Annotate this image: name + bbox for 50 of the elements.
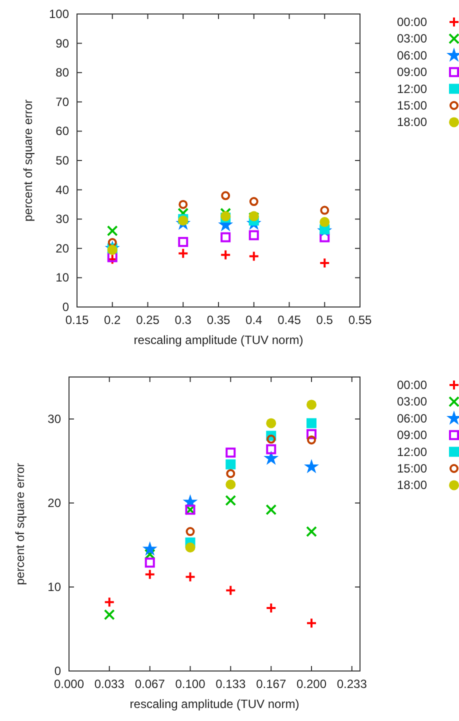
y-tick-label: 10 — [56, 270, 70, 285]
legend-label: 12:00 — [396, 82, 428, 96]
legend-label: 03:00 — [396, 32, 428, 46]
x-tick-label: 0.233 — [336, 677, 368, 691]
legend-label: 03:00 — [396, 394, 428, 409]
x-tick-label: 0.100 — [175, 677, 206, 691]
x-tick-label: 0.000 — [54, 677, 84, 691]
x-tick-label: 0.167 — [256, 677, 286, 691]
y-tick-label: 50 — [56, 154, 70, 168]
x-tick-label: 0.133 — [216, 677, 246, 691]
y-tick-label: 20 — [56, 241, 70, 256]
x-axis-title: rescaling amplitude (TUV norm) — [134, 333, 304, 347]
legend-label: 06:00 — [396, 411, 428, 426]
legend-label: 12:00 — [396, 444, 428, 459]
x-tick-label: 0.5 — [316, 313, 334, 327]
x-axis-title: rescaling amplitude (TUV norm) — [130, 697, 300, 711]
x-tick-label: 0.55 — [348, 313, 372, 327]
y-tick-label: 70 — [56, 94, 70, 109]
x-tick-label: 0.033 — [94, 677, 125, 691]
legend-label: 00:00 — [396, 15, 428, 29]
y-tick-label: 40 — [56, 182, 70, 197]
x-tick-label: 0.15 — [65, 313, 89, 327]
y-axis-title: percent of square error — [21, 99, 35, 222]
y-tick-label: 60 — [56, 124, 70, 138]
y-tick-label: 0 — [62, 300, 70, 314]
y-tick-label: 30 — [56, 212, 70, 226]
y-tick-label: 0 — [54, 664, 62, 678]
legend-label: 00:00 — [396, 378, 428, 392]
x-tick-label: 0.200 — [296, 677, 327, 691]
y-tick-label: 20 — [48, 496, 62, 510]
legend-label: 09:00 — [396, 65, 428, 80]
y-tick-label: 80 — [56, 66, 70, 80]
y-tick-label: 100 — [48, 7, 70, 21]
x-tick-label: 0.4 — [246, 313, 263, 327]
x-tick-label: 0.45 — [278, 313, 302, 327]
legend-label: 06:00 — [396, 48, 428, 62]
legend-label: 18:00 — [396, 478, 428, 492]
y-tick-label: 90 — [56, 36, 70, 50]
x-tick-label: 0.35 — [206, 313, 230, 327]
x-tick-label: 0.2 — [104, 313, 122, 327]
y-axis-title: percent of square error — [13, 462, 27, 586]
legend-label: 15:00 — [396, 462, 428, 476]
x-tick-label: 0.067 — [134, 677, 166, 691]
legend-label: 18:00 — [396, 115, 428, 130]
x-tick-label: 0.25 — [136, 313, 160, 327]
y-tick-label: 30 — [48, 412, 62, 426]
y-tick-label: 10 — [48, 580, 62, 594]
legend-label: 15:00 — [396, 98, 428, 112]
legend-label: 09:00 — [396, 428, 428, 442]
x-tick-label: 0.3 — [174, 313, 192, 327]
